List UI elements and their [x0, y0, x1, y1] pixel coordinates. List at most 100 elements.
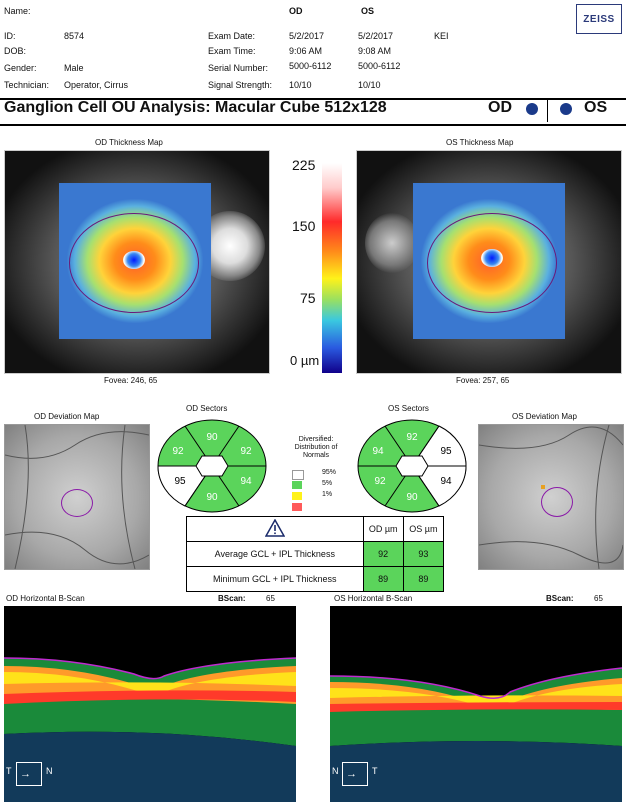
title-os: OS — [584, 99, 608, 116]
od-thickness-map — [4, 150, 270, 374]
gcl-col-od: OD µm — [362, 516, 404, 542]
os-deviation-mark — [541, 485, 545, 489]
od-bscan-label: BScan: — [218, 594, 246, 603]
od-bscan-title: OD Horizontal B-Scan — [6, 594, 85, 603]
os-bscan-label: BScan: — [546, 594, 574, 603]
technician-label: Technician: — [4, 80, 50, 90]
scale-tick-150: 150 — [292, 218, 316, 234]
gcl-row-label: Minimum GCL + IPL Thickness — [186, 566, 364, 592]
os-thickness-overlay — [413, 183, 565, 339]
exam-time-od: 9:06 AM — [289, 46, 323, 56]
table-row: Minimum GCL + IPL Thickness 89 89 — [186, 566, 445, 592]
technician-value: Operator, Cirrus — [64, 80, 129, 90]
exam-date-os: 5/2/2017 — [358, 31, 394, 41]
exam-date-od: 5/2/2017 — [289, 31, 325, 41]
title-od: OD — [488, 99, 512, 116]
os-dot-icon — [560, 103, 572, 115]
scale-tick-75: 75 — [300, 290, 316, 306]
os-fovea — [481, 249, 503, 267]
signal-od: 10/10 — [289, 80, 312, 90]
os-thickness-title: OS Thickness Map — [446, 138, 514, 147]
warning-cell — [186, 516, 364, 542]
os-bscan-image: N T → — [330, 606, 622, 802]
od-sectors-title: OD Sectors — [186, 404, 228, 413]
os-vessels — [479, 425, 623, 569]
od-bscan-image: T N → — [4, 606, 296, 802]
os-deviation-title: OS Deviation Map — [512, 412, 577, 421]
od-orient-right: N — [46, 766, 53, 776]
os-sector-chart: 92 94 95 92 94 90 — [357, 419, 467, 513]
od-fovea — [123, 251, 145, 269]
exam-time-os: 9:08 AM — [358, 46, 392, 56]
title-divider — [547, 100, 548, 122]
od-ellipse — [69, 213, 199, 313]
serial-label: Serial Number: — [208, 63, 269, 73]
os-orient-left: N — [332, 766, 339, 776]
os-sector-lower-right: 94 — [440, 476, 452, 487]
od-deviation-title: OD Deviation Map — [34, 412, 100, 421]
od-deviation-map — [4, 424, 150, 570]
arrow-right-icon: → — [346, 768, 357, 780]
os-sector-upper-right: 95 — [440, 446, 452, 457]
os-bscan-layers — [330, 667, 622, 802]
gcl-col-os: OS µm — [402, 516, 445, 542]
name-label: Name: — [4, 6, 31, 16]
od-bscan-value: 65 — [266, 594, 275, 603]
serial-os: 5000-6112 — [358, 61, 401, 71]
os-deviation-ellipse — [541, 487, 573, 517]
os-orient-right: T — [372, 766, 378, 776]
title-bar — [0, 98, 626, 126]
legend-swatch-5 — [292, 481, 302, 489]
gcl-row-label: Average GCL + IPL Thickness — [186, 541, 364, 567]
gender-label: Gender: — [4, 63, 37, 73]
id-label: ID: — [4, 31, 16, 41]
gcl-row-os: 93 — [402, 541, 445, 567]
legend-label-95: 95% — [322, 469, 337, 476]
exam-extra: KEI — [434, 31, 449, 41]
legend-title: Diversified: Distribution of Normals — [294, 436, 338, 459]
dob-label: DOB: — [4, 46, 27, 56]
gcl-row-os: 89 — [402, 566, 445, 592]
os-bscan-value: 65 — [594, 594, 603, 603]
os-sector-upper-left: 94 — [372, 446, 384, 457]
od-sector-chart: 90 92 92 95 94 90 — [157, 419, 267, 513]
os-ellipse — [427, 213, 557, 313]
od-sector-superior: 90 — [206, 432, 218, 443]
os-sector-lower-left: 92 — [374, 476, 386, 487]
od-sector-lower-left: 95 — [174, 476, 186, 487]
gender-value: Male — [64, 63, 84, 73]
os-sector-superior: 92 — [406, 432, 418, 443]
signal-os: 10/10 — [358, 80, 381, 90]
legend-swatch-red — [292, 503, 302, 511]
signal-label: Signal Strength: — [208, 80, 273, 90]
legend-swatch-1 — [292, 492, 302, 500]
gcl-table: OD µm OS µm Average GCL + IPL Thickness … — [186, 516, 445, 592]
od-orientation-box — [16, 762, 42, 786]
report-title: Ganglion Cell OU Analysis: Macular Cube … — [4, 99, 387, 116]
legend-swatch-95 — [292, 470, 304, 480]
gcl-row-od: 89 — [362, 566, 404, 592]
od-bscan-layers — [4, 657, 296, 802]
od-sector-inferior: 90 — [206, 492, 218, 503]
warning-icon — [264, 518, 286, 537]
od-column-header: OD — [289, 6, 303, 16]
thickness-color-scale — [322, 163, 342, 373]
legend-label-1: 1% — [322, 491, 333, 498]
od-thickness-overlay — [59, 183, 211, 339]
id-value: 8574 — [64, 31, 85, 41]
os-optic-disc — [365, 213, 419, 273]
gcl-row-od: 92 — [362, 541, 404, 567]
od-vessels — [5, 425, 149, 569]
od-fovea-label: Fovea: 246, 65 — [104, 376, 158, 385]
exam-date-label: Exam Date: — [208, 31, 256, 41]
scale-tick-225: 225 — [292, 157, 316, 173]
zeiss-logo: ZEISS — [576, 4, 622, 34]
legend-label-5: 5% — [322, 480, 333, 487]
os-orientation-box — [342, 762, 368, 786]
od-sector-upper-left: 92 — [172, 446, 184, 457]
od-sector-upper-right: 92 — [240, 446, 252, 457]
exam-time-label: Exam Time: — [208, 46, 256, 56]
os-fovea-label: Fovea: 257, 65 — [456, 376, 510, 385]
scale-tick-0: 0 µm — [290, 353, 320, 368]
os-column-header: OS — [361, 6, 375, 16]
